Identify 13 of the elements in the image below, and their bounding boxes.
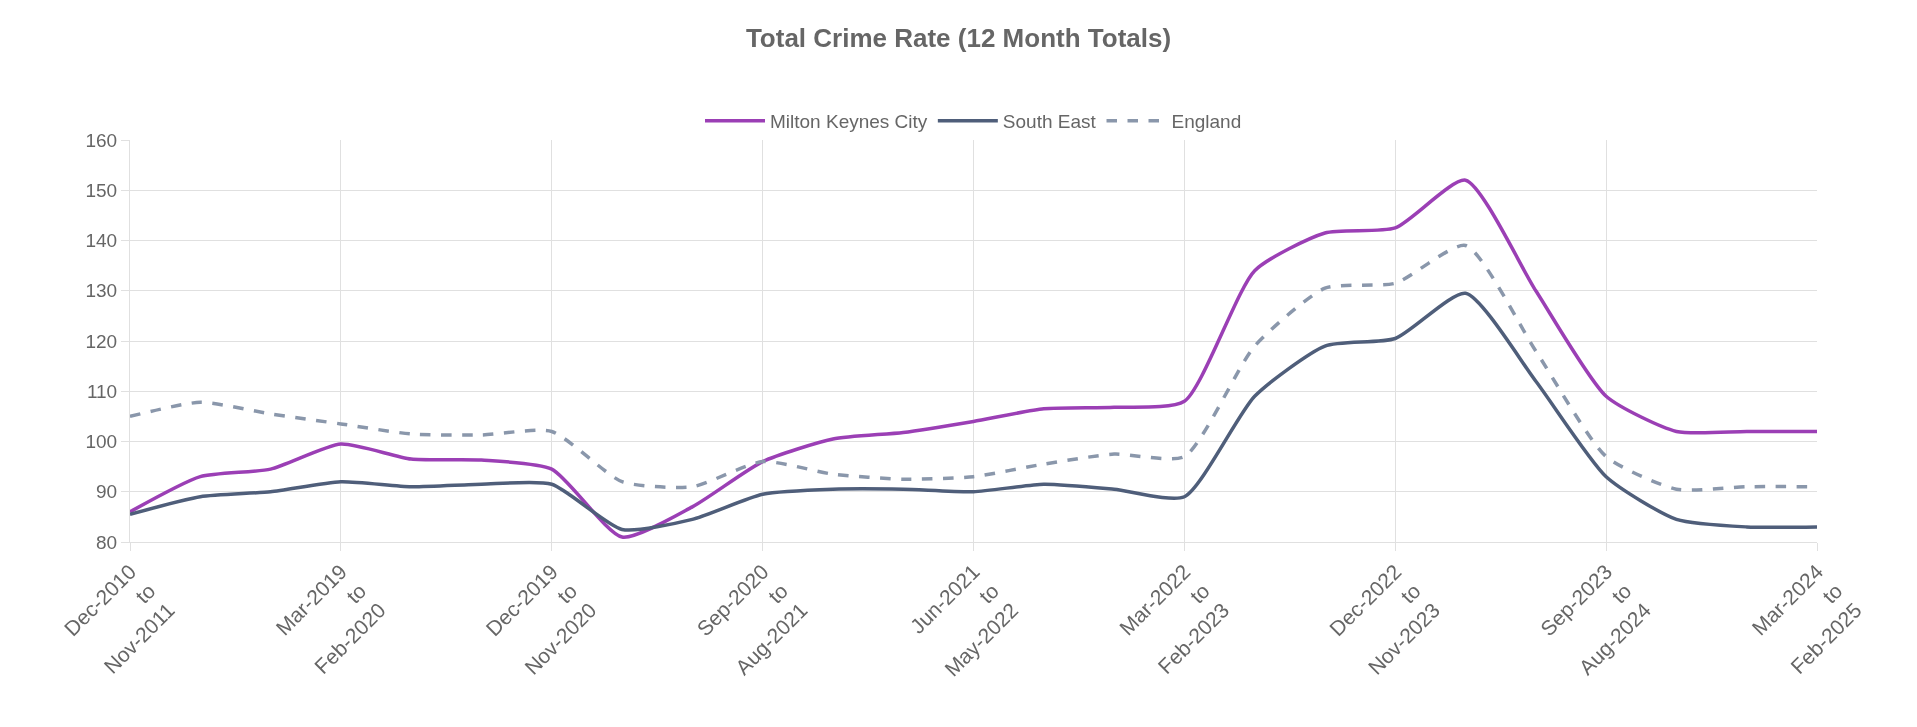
legend-label: England	[1171, 111, 1242, 133]
legend-label: South East	[1002, 111, 1097, 133]
y-tick-label: 120	[85, 330, 118, 352]
y-tick-label: 150	[85, 179, 118, 201]
y-tick-label: 160	[85, 129, 118, 151]
legend-label: Milton Keynes City	[770, 111, 928, 133]
y-tick-label: 100	[85, 431, 118, 453]
y-tick-label: 140	[85, 230, 118, 252]
y-tick-label: 110	[86, 380, 118, 402]
chart-title: Total Crime Rate (12 Month Totals)	[745, 23, 1172, 54]
y-tick-label: 90	[96, 481, 118, 503]
y-tick-label: 80	[96, 531, 118, 553]
y-tick-label: 130	[85, 280, 118, 302]
